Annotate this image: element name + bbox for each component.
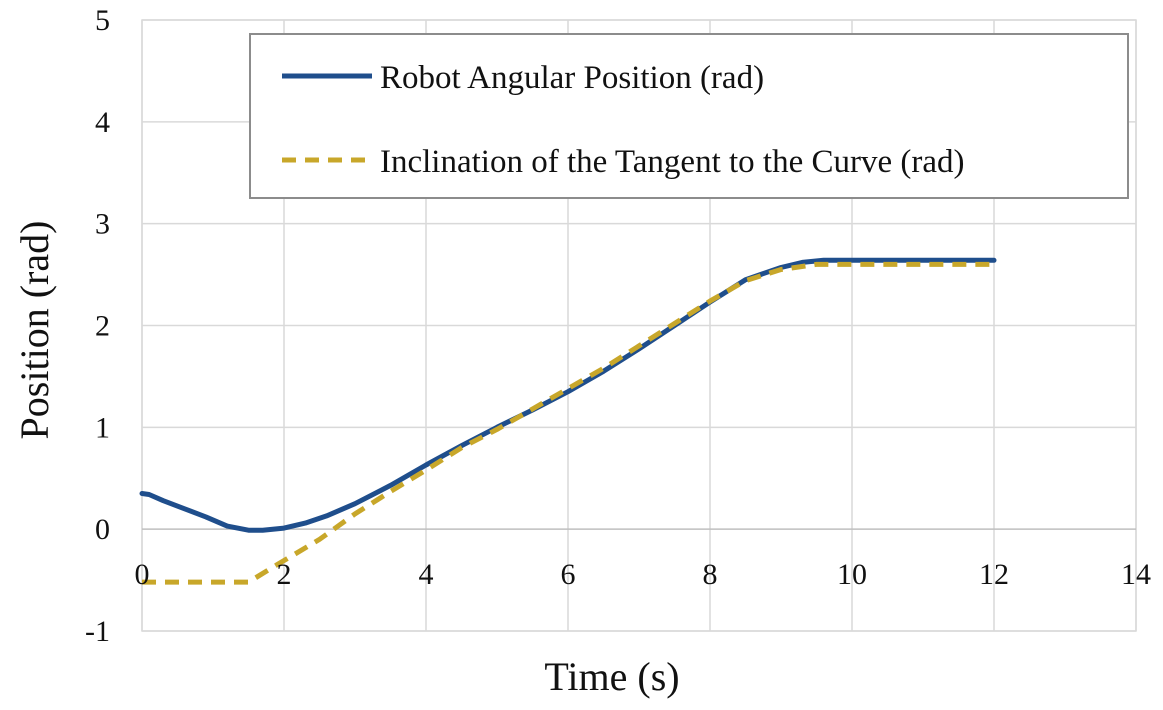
series-tangent-inclination xyxy=(142,261,994,585)
data-series xyxy=(139,257,997,585)
legend-label-robot-angular-position: Robot Angular Position (rad) xyxy=(380,60,764,96)
legend: Robot Angular Position (rad) Inclination… xyxy=(249,33,1129,199)
y-tick-label: -1 xyxy=(85,615,110,648)
x-tick-label: 2 xyxy=(277,558,292,591)
x-tick-label: 0 xyxy=(135,558,150,591)
x-tick-label: 6 xyxy=(561,558,576,591)
legend-label-tangent-inclination: Inclination of the Tangent to the Curve … xyxy=(380,144,964,180)
legend-box xyxy=(249,33,1129,199)
x-axis-title: Time (s) xyxy=(544,654,679,699)
y-tick-label: 0 xyxy=(95,513,110,546)
y-tick-label: 1 xyxy=(95,411,110,444)
y-tick-label: 5 xyxy=(95,4,110,37)
y-tick-label: 4 xyxy=(95,106,110,139)
x-tick-label: 14 xyxy=(1121,558,1151,591)
y-tick-label: 2 xyxy=(95,310,110,343)
x-tick-label: 12 xyxy=(979,558,1009,591)
x-tick-label: 8 xyxy=(703,558,718,591)
x-tick-label: 4 xyxy=(419,558,434,591)
x-tick-label: 10 xyxy=(837,558,867,591)
y-tick-label: 3 xyxy=(95,208,110,241)
y-axis-title: Position (rad) xyxy=(12,221,57,440)
